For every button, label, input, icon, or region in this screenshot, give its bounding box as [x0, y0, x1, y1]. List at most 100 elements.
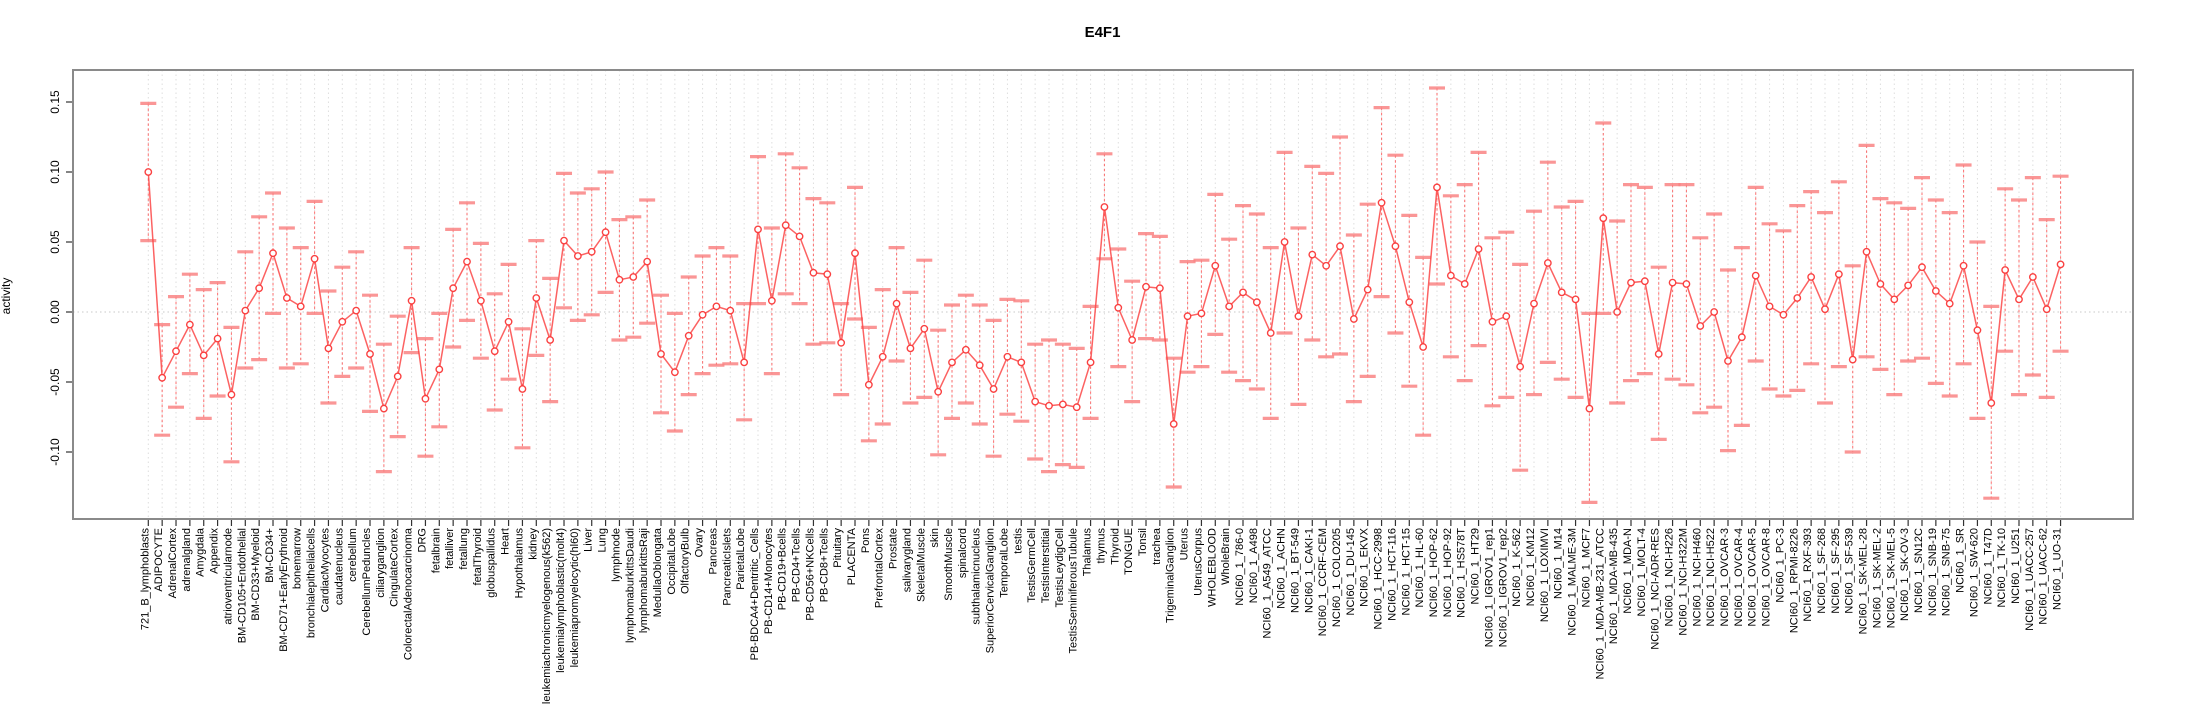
data-point: [1419, 343, 1428, 351]
x-axis-label: PancreaticIslets: [721, 528, 733, 606]
data-point: [629, 273, 638, 281]
error-bar: [957, 293, 974, 405]
x-axis-label: PB-CD14+Monocytes: [763, 528, 775, 635]
error-bar: [1775, 229, 1792, 398]
x-axis-label: TONGUE: [1123, 528, 1135, 575]
x-axis-label: Appendix: [209, 528, 221, 574]
x-axis-label: TemporalLobe: [998, 528, 1010, 598]
x-axis-label: BM-CD34+: [264, 528, 276, 583]
x-axis-label: Thyroid: [1109, 528, 1121, 565]
x-axis-label: CerebellumPeduncles: [361, 528, 373, 636]
data-point: [1599, 214, 1608, 223]
x-axis-label: NCI60_1_OVCAR-4: [1733, 528, 1745, 626]
error-bar: [1955, 163, 1972, 366]
data-point: [1613, 308, 1622, 316]
data-point: [2001, 266, 2010, 274]
x-axis-label: fetalThyroid: [472, 528, 484, 585]
data-point: [1696, 322, 1705, 330]
data-point: [1017, 358, 1026, 367]
data-point: [684, 331, 693, 340]
data-point: [1363, 285, 1372, 294]
x-axis-label: NCI60_1_786-0: [1234, 528, 1246, 606]
data-point: [1239, 288, 1247, 297]
error-bar: [375, 342, 392, 474]
data-point: [352, 306, 361, 315]
data-point: [1391, 242, 1400, 251]
x-axis-label: NCI60_1_SF-268: [1816, 528, 1828, 614]
error-bar: [1429, 86, 1446, 286]
data-point: [1169, 420, 1178, 428]
x-axis-label: DRG: [416, 528, 428, 552]
data-point: [892, 299, 901, 308]
x-axis-label: TestisGermCell: [1026, 528, 1038, 603]
data-point: [587, 247, 596, 256]
x-axis-label: NCI60_1_MCF7: [1580, 528, 1592, 607]
x-axis-label: NCI60_1_HS578T: [1456, 528, 1468, 618]
x-axis-label: NCI60_1_HCT-15: [1400, 528, 1412, 615]
data-point: [1516, 362, 1525, 371]
x-axis-label: PB-BDCA4+Dentritic_Cells: [749, 528, 761, 661]
error-bar: [666, 311, 683, 433]
error-bar: [486, 292, 503, 412]
error-bar: [1373, 105, 1390, 299]
data-point: [1682, 280, 1691, 288]
data-point: [920, 324, 929, 333]
x-axis-label: NCI60_1_M14: [1553, 528, 1565, 599]
error-bar: [916, 258, 933, 399]
data-point: [670, 368, 679, 377]
data-point: [615, 275, 624, 284]
x-axis-label: NCI60_1_ACHN: [1276, 528, 1288, 609]
data-point: [1252, 298, 1261, 307]
data-point: [172, 347, 180, 356]
x-axis-label: NCI60_1_SN12C: [1913, 528, 1925, 613]
error-bar: [985, 318, 1002, 458]
x-axis-label: NCI60_1_SF-539: [1844, 528, 1856, 614]
data-point: [1571, 295, 1580, 304]
x-axis-label: CingulateCortex: [389, 528, 401, 607]
x-axis-label: SmoothMuscle: [943, 528, 955, 601]
data-point: [1405, 298, 1414, 307]
data-point: [1183, 312, 1192, 321]
x-axis-label: NCI60_1_NCI-H460: [1691, 528, 1703, 626]
data-point: [809, 268, 818, 277]
data-point: [1433, 183, 1441, 192]
data-point: [504, 317, 513, 326]
x-axis-label: NCI60_1_BT-549: [1289, 528, 1301, 613]
error-bar: [237, 250, 254, 370]
x-axis-label: PB-CD4+Tcells: [791, 528, 803, 603]
data-point: [1862, 247, 1871, 256]
data-point: [1904, 281, 1913, 290]
x-axis-label: TestisLeydigCell: [1054, 528, 1066, 607]
x-axis-label: PB-CD56+NKCells: [804, 528, 816, 621]
data-point: [213, 334, 222, 343]
x-axis-label: thymus: [1095, 528, 1107, 564]
data-point: [490, 347, 499, 356]
x-axis-label: Uterus: [1179, 528, 1191, 561]
gridlines: [73, 70, 2133, 519]
x-axis-label: NCI60_1_SR: [1955, 528, 1967, 593]
x-axis-label: NCI60_1_HT29: [1470, 528, 1482, 604]
x-axis-label: BM-CD105+Endothelial: [236, 528, 248, 643]
x-axis-label: NCI60_1_RXF-393: [1802, 528, 1814, 622]
data-point: [1821, 305, 1829, 314]
data-point: [269, 249, 277, 258]
x-axis-label: atrioventricularnode: [222, 528, 234, 625]
data-point: [1668, 278, 1677, 287]
error-bar: [1498, 230, 1515, 399]
data-point: [241, 306, 250, 315]
x-axis-label: NCI60_1_NCI-H226: [1664, 528, 1676, 626]
x-axis-label: Pituitary: [832, 528, 844, 568]
error-bar: [777, 152, 794, 296]
x-axis-label: NCI60_1_SNB-19: [1927, 528, 1939, 616]
data-point: [851, 249, 859, 258]
data-point: [227, 390, 236, 399]
data-point: [1973, 326, 1982, 335]
error-bar: [1567, 199, 1584, 399]
data-point: [1945, 299, 1954, 308]
x-axis-label: UterusCorpus: [1192, 528, 1204, 596]
data-point: [1114, 303, 1123, 312]
error-bar: [583, 187, 600, 317]
data-point: [1931, 287, 1940, 295]
x-axis-label: ADIPOCYTE: [153, 528, 165, 592]
